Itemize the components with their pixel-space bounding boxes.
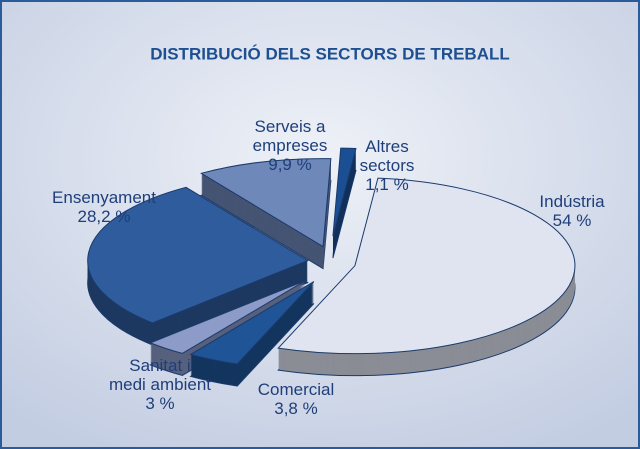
value-label: 3 % xyxy=(145,394,175,413)
slice-label: Ensenyament 28,2 % xyxy=(52,188,156,226)
chart-title: DISTRIBUCIÓ DELS SECTORS DE TREBALL xyxy=(150,44,510,63)
category-label: Altres sectors xyxy=(359,137,415,175)
slice-side-layer xyxy=(332,169,356,258)
slice-side-layer xyxy=(332,159,356,248)
slice-label: Altres sectors 1,1 % xyxy=(360,137,415,194)
slice-side-layer xyxy=(332,167,356,256)
pie xyxy=(87,147,576,387)
slice-side-layer xyxy=(332,168,356,257)
slice-side-layer xyxy=(332,163,356,252)
pie-slice xyxy=(200,158,332,248)
slice-side-layer xyxy=(332,160,356,249)
slice-side-layer xyxy=(332,166,356,255)
pie-slice xyxy=(277,177,576,355)
slice-side-layer xyxy=(332,152,356,241)
value-label: 28,2 % xyxy=(77,207,131,226)
pie-slice xyxy=(189,281,315,365)
slice-side-layer xyxy=(332,154,356,243)
value-label: 9,9 % xyxy=(268,155,312,174)
slice-label: Serveis a empreses 9,9 % xyxy=(253,117,328,174)
category-label: Ensenyament xyxy=(52,188,156,207)
value-label: 3,8 % xyxy=(274,399,318,418)
pie-slice xyxy=(332,147,357,237)
slice-side-layer xyxy=(332,157,356,246)
slice-side-layer xyxy=(332,153,356,242)
category-label: Comercial xyxy=(257,380,335,399)
category-label: Serveis a empreses xyxy=(252,117,328,155)
slice-side-layer xyxy=(332,158,356,247)
slice-side-layer xyxy=(332,155,356,244)
slice-side-layer xyxy=(332,151,356,240)
slice-side-layer xyxy=(332,156,356,245)
slice-label: Sanitat i medi ambient 3 % xyxy=(109,356,211,413)
slice-side-layer xyxy=(332,165,356,254)
value-label: 1,1 % xyxy=(365,175,409,194)
slice-label: Indústria 54 % xyxy=(539,192,604,230)
category-label: Indústria xyxy=(539,192,605,211)
value-label: 54 % xyxy=(552,211,592,230)
slice-side-layer xyxy=(332,161,356,250)
pie-slice xyxy=(87,186,309,324)
slice-side-layer xyxy=(332,162,356,251)
slice-side-layer xyxy=(332,164,356,253)
pie-slice xyxy=(149,280,306,354)
category-label: Sanitat i medi ambient xyxy=(108,356,212,394)
slice-label: Comercial 3,8 % xyxy=(258,380,335,418)
